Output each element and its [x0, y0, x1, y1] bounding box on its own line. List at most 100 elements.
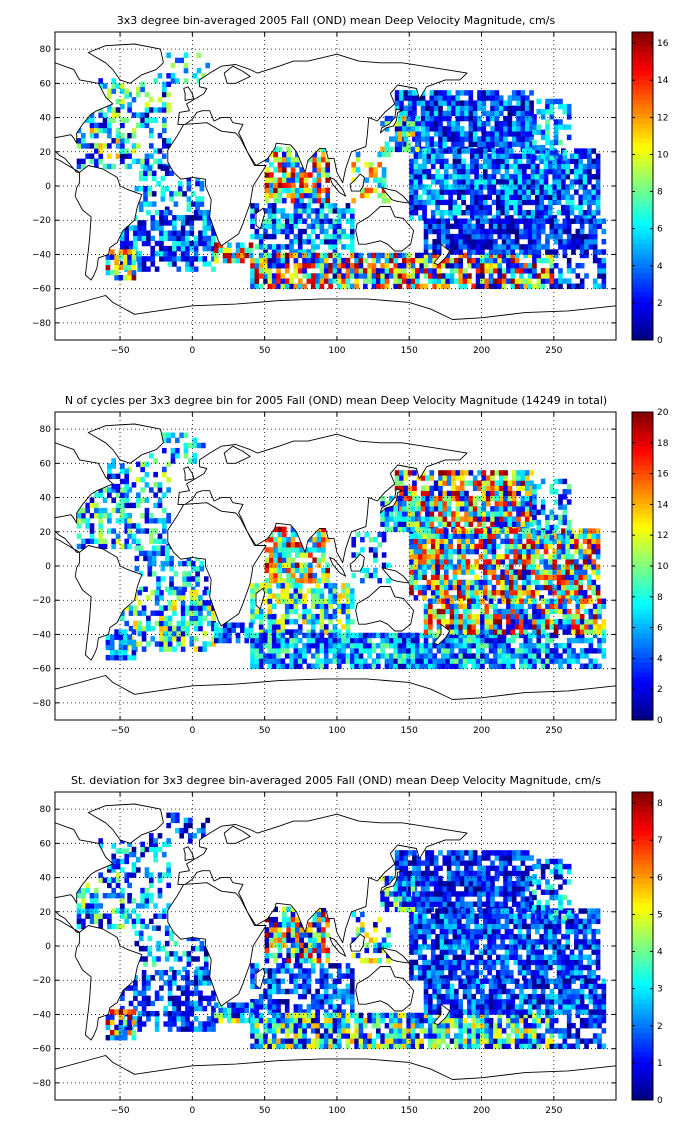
data-bin	[336, 643, 342, 649]
data-bin	[490, 95, 495, 101]
data-bin	[316, 172, 322, 178]
data-bin	[484, 257, 490, 264]
data-bin	[484, 603, 490, 610]
data-bin	[264, 567, 270, 574]
data-bin	[481, 136, 487, 142]
data-bin	[341, 588, 346, 594]
data-bin	[540, 283, 546, 289]
data-bin	[280, 658, 286, 664]
data-bin	[495, 554, 501, 560]
data-bin	[539, 595, 545, 601]
data-bin	[506, 663, 511, 669]
data-bin	[601, 283, 607, 289]
data-bin	[456, 153, 462, 159]
data-bin	[422, 189, 427, 195]
data-bin	[141, 235, 147, 242]
data-bin	[548, 199, 553, 206]
data-bin	[349, 263, 355, 269]
data-bin	[362, 283, 368, 289]
data-bin	[517, 569, 523, 575]
data-bin	[254, 588, 260, 594]
data-bin	[432, 273, 438, 279]
data-bin	[127, 466, 132, 473]
data-bin	[462, 228, 468, 235]
data-bin	[481, 470, 487, 476]
data-bin	[263, 598, 268, 604]
data-bin	[381, 151, 387, 158]
data-bin	[154, 610, 160, 616]
data-bin	[98, 543, 104, 550]
data-bin	[566, 239, 572, 245]
data-bin	[428, 223, 433, 230]
data-bin	[514, 613, 520, 620]
data-bin	[180, 256, 186, 262]
data-bin	[556, 569, 562, 575]
data-bin	[426, 199, 432, 206]
data-bin	[561, 564, 566, 570]
data-bin	[487, 579, 492, 586]
data-bin	[206, 641, 212, 647]
data-bin	[439, 548, 445, 555]
data-bin	[425, 516, 430, 522]
data-bin	[467, 263, 472, 269]
data-bin	[180, 631, 186, 637]
data-bin	[138, 206, 144, 212]
data-bin	[500, 174, 505, 180]
data-bin	[402, 146, 407, 153]
data-bin	[163, 646, 169, 652]
data-bin	[159, 615, 164, 622]
data-bin	[198, 256, 203, 262]
data-bin	[271, 648, 277, 654]
data-bin	[423, 244, 429, 250]
data-bin	[535, 174, 540, 180]
data-bin	[477, 521, 482, 527]
data-bin	[552, 564, 558, 570]
data-bin	[409, 168, 414, 175]
data-bin	[76, 523, 82, 529]
data-bin	[475, 663, 481, 669]
data-bin	[501, 632, 507, 639]
data-bin	[299, 552, 304, 558]
data-bin	[595, 168, 601, 175]
data-bin	[297, 283, 303, 289]
colorbar-swatch	[632, 214, 653, 221]
data-bin	[584, 244, 589, 250]
data-bin	[485, 95, 491, 101]
data-bin	[430, 199, 436, 206]
data-bin	[319, 203, 325, 209]
data-bin	[448, 174, 453, 180]
data-bin	[397, 283, 403, 289]
data-bin	[527, 613, 533, 620]
data-bin	[510, 629, 516, 635]
data-bin	[517, 174, 523, 180]
data-bin	[509, 584, 514, 591]
data-bin	[170, 447, 176, 454]
data-bin	[475, 233, 481, 240]
data-bin	[540, 663, 546, 669]
data-bin	[321, 567, 326, 574]
data-bin	[315, 218, 320, 224]
data-bin	[355, 531, 361, 538]
data-bin	[349, 268, 355, 274]
data-bin	[163, 215, 169, 221]
data-bin	[471, 228, 477, 235]
data-bin	[306, 263, 312, 269]
data-bin	[192, 73, 197, 79]
data-bin	[543, 584, 549, 591]
data-bin	[545, 658, 550, 664]
coastline-madagascar	[255, 207, 266, 230]
data-bin	[451, 110, 456, 117]
data-bin	[491, 564, 497, 570]
data-bin	[574, 204, 579, 211]
data-bin	[423, 648, 429, 654]
data-bin	[143, 196, 148, 202]
data-bin	[436, 263, 442, 269]
data-bin	[530, 174, 536, 180]
data-bin	[539, 153, 545, 159]
data-bin	[410, 115, 416, 122]
data-bin	[591, 584, 597, 591]
data-bin	[578, 579, 584, 586]
data-bin	[553, 648, 559, 654]
data-bin	[429, 115, 435, 122]
data-bin	[530, 538, 536, 545]
